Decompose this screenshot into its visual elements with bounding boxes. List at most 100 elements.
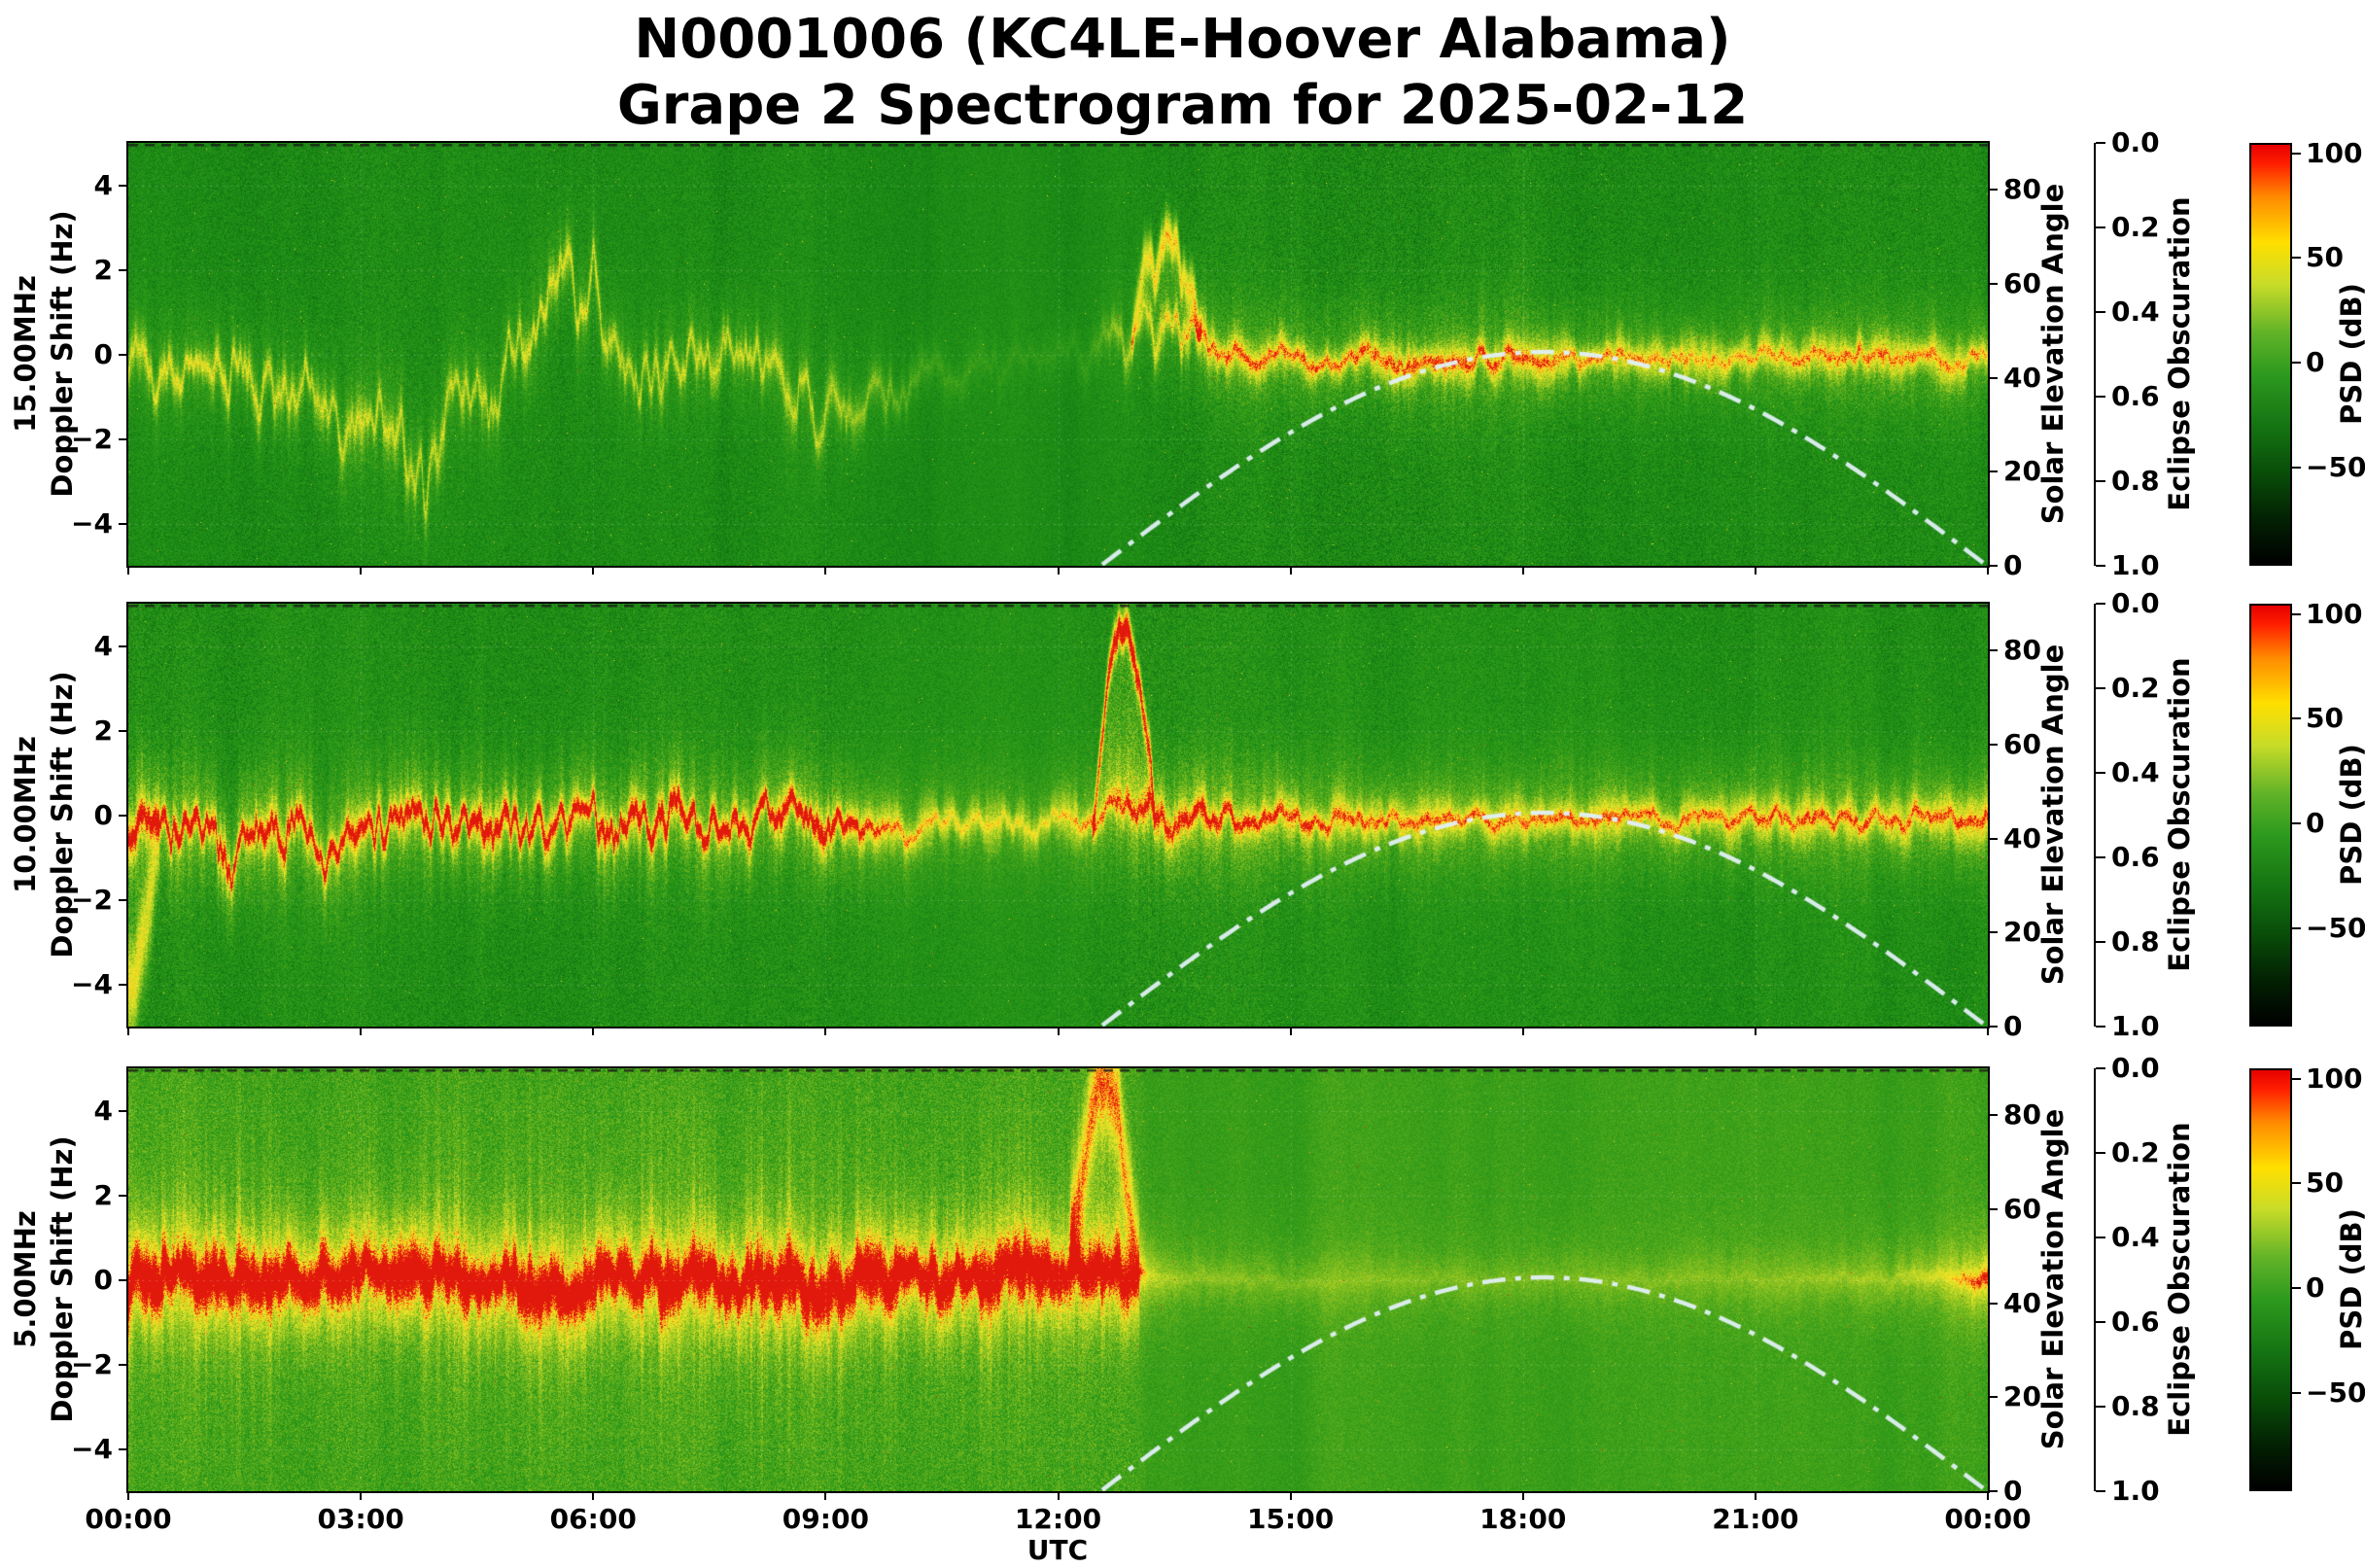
x-tick (1521, 1491, 1524, 1500)
eclipse-tick (2096, 1490, 2105, 1492)
eclipse-axis-label: Eclipse Obscuration (2163, 1122, 2196, 1437)
eclipse-tick-label: 0.8 (2111, 1390, 2160, 1422)
doppler-tick-label: −2 (71, 422, 113, 455)
colorbar-tick (2292, 926, 2301, 929)
x-tick (1057, 566, 1060, 575)
solar-tick (1988, 649, 1998, 652)
colorbar-tick-label: −50 (2306, 1376, 2365, 1409)
eclipse-tick (2096, 142, 2105, 144)
frequency-label: 15.00MHz (9, 275, 42, 433)
x-tick (1754, 566, 1756, 575)
solar-tick-label: 60 (2003, 728, 2041, 760)
x-tick (1987, 566, 1989, 575)
solar-tick-label: 80 (2003, 634, 2041, 667)
figure-title-line2: Grape 2 Spectrogram for 2025-02-12 (616, 74, 1749, 137)
eclipse-tick-label: 0.4 (2111, 756, 2160, 788)
frequency-label: 10.00MHz (9, 736, 42, 893)
doppler-tick-label: 2 (93, 714, 113, 747)
eclipse-tick-label: 0.2 (2111, 672, 2160, 704)
doppler-tick (119, 729, 128, 732)
solar-tick-label: 80 (2003, 173, 2041, 206)
colorbar-tick-label: 50 (2306, 1167, 2344, 1200)
colorbar-tick (2292, 362, 2301, 365)
solar-tick (1988, 565, 1998, 567)
colorbar-tick-label: 50 (2306, 702, 2344, 735)
eclipse-tick (2096, 1026, 2105, 1028)
doppler-tick (119, 268, 128, 271)
x-tick (360, 566, 363, 575)
colorbar-tick (2292, 1077, 2301, 1080)
eclipse-tick (2096, 856, 2105, 858)
x-tick (360, 1491, 363, 1500)
solar-tick (1988, 470, 1998, 473)
eclipse-tick (2096, 603, 2105, 605)
colorbar-tick-label: 100 (2306, 1062, 2363, 1095)
doppler-tick-label: 0 (93, 798, 113, 831)
eclipse-axis-label: Eclipse Obscuration (2163, 657, 2196, 972)
spectrogram-15.00MHz (128, 143, 1988, 566)
eclipse-tick (2096, 311, 2105, 313)
solar-tick-label: 60 (2003, 267, 2041, 299)
eclipse-tick-label: 0.8 (2111, 925, 2160, 958)
colorbar-tick-label: 50 (2306, 241, 2344, 274)
x-tick-label: 03:00 (317, 1503, 404, 1535)
eclipse-tick (2096, 1152, 2105, 1154)
eclipse-tick-label: 0.8 (2111, 465, 2160, 497)
colorbar-tick (2292, 1182, 2301, 1185)
eclipse-tick-label: 0.6 (2111, 1306, 2160, 1338)
colorbar-tick (2292, 152, 2301, 155)
x-tick (1289, 1491, 1292, 1500)
eclipse-tick-label: 1.0 (2111, 1010, 2160, 1042)
doppler-tick (119, 1194, 128, 1197)
solar-tick-label: 60 (2003, 1193, 2041, 1225)
figure-title-line1: N0001006 (KC4LE-Hoover Alabama) (634, 8, 1731, 71)
eclipse-tick-label: 0.4 (2111, 296, 2160, 328)
doppler-tick (119, 353, 128, 356)
x-tick (1754, 1491, 1756, 1500)
x-tick-label: 00:00 (1944, 1503, 2032, 1535)
x-tick (1289, 1027, 1292, 1035)
solar-tick (1988, 1114, 1998, 1117)
doppler-tick (119, 1447, 128, 1450)
solar-tick (1988, 1026, 1998, 1028)
solar-axis-label: Solar Elevation Angle (2036, 1108, 2069, 1450)
doppler-tick (119, 1363, 128, 1366)
doppler-tick-label: −2 (71, 883, 113, 916)
eclipse-tick (2096, 1321, 2105, 1323)
x-tick-label: 00:00 (85, 1503, 172, 1535)
eclipse-tick-label: 0.0 (2111, 587, 2160, 619)
solar-tick (1988, 189, 1998, 192)
solar-tick-label: 40 (2003, 361, 2041, 394)
x-tick-label: 06:00 (549, 1503, 637, 1535)
solar-tick (1988, 1208, 1998, 1210)
x-tick (824, 1027, 827, 1035)
doppler-tick-label: 2 (93, 1178, 113, 1211)
eclipse-tick (2096, 565, 2105, 567)
x-tick (1057, 1027, 1060, 1035)
colorbar-tick-label: 0 (2306, 807, 2325, 840)
eclipse-tick-label: 0.2 (2111, 211, 2160, 243)
x-tick-label: 18:00 (1479, 1503, 1567, 1535)
solar-tick (1988, 1302, 1998, 1305)
eclipse-tick (2096, 772, 2105, 774)
eclipse-tick-label: 1.0 (2111, 549, 2160, 581)
doppler-tick-label: −4 (71, 506, 113, 540)
solar-tick-label: 40 (2003, 821, 2041, 854)
eclipse-tick-label: 0.6 (2111, 380, 2160, 412)
doppler-tick-label: 4 (93, 1094, 113, 1127)
solar-tick (1988, 744, 1998, 746)
eclipse-tick (2096, 396, 2105, 398)
psd-axis-label: PSD (dB) (2335, 283, 2365, 425)
doppler-tick (119, 437, 128, 440)
doppler-axis-label: Doppler Shift (Hz) (46, 210, 79, 498)
eclipse-axis-label: Eclipse Obscuration (2163, 196, 2196, 511)
x-tick (360, 1027, 363, 1035)
colorbar-tick-label: 0 (2306, 346, 2325, 379)
eclipse-tick (2096, 226, 2105, 228)
colorbar-tick-label: 100 (2306, 597, 2363, 630)
psd-axis-label: PSD (dB) (2335, 744, 2365, 886)
eclipse-spine (2094, 604, 2096, 1027)
eclipse-tick (2096, 1237, 2105, 1238)
x-axis-title: UTC (1026, 1534, 1089, 1566)
